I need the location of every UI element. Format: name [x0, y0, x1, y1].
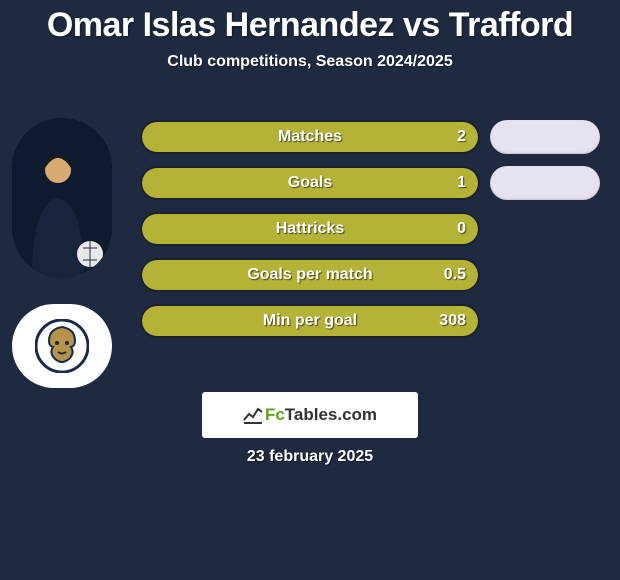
stat-value: 1 [457, 168, 466, 198]
stat-value: 0 [457, 214, 466, 244]
club-badge-svg [35, 319, 89, 373]
stat-value: 2 [457, 122, 466, 152]
player-avatar-svg [12, 118, 112, 278]
stat-row: Hattricks 0 [140, 212, 480, 246]
opponent-pill [490, 120, 600, 154]
stat-label: Goals [142, 168, 478, 198]
player-avatar [12, 118, 112, 278]
chart-icon [243, 406, 263, 424]
stat-row: Matches 2 [140, 120, 480, 154]
branding-box: FcTables.com [202, 392, 418, 438]
page-title: Omar Islas Hernandez vs Trafford [0, 0, 620, 45]
stat-label: Goals per match [142, 260, 478, 290]
branding-text: FcTables.com [265, 405, 377, 425]
club-badge [12, 304, 112, 388]
page-subtitle: Club competitions, Season 2024/2025 [0, 53, 620, 71]
stat-label: Matches [142, 122, 478, 152]
opponent-pill-column [490, 120, 600, 350]
stat-label: Hattricks [142, 214, 478, 244]
stat-label: Min per goal [142, 306, 478, 336]
stat-row: Goals per match 0.5 [140, 258, 480, 292]
stat-row: Min per goal 308 [140, 304, 480, 338]
branding-prefix: Fc [265, 405, 285, 424]
avatar-column [12, 118, 112, 388]
date-label: 23 february 2025 [0, 448, 620, 466]
stat-value: 308 [439, 306, 466, 336]
opponent-pill [490, 166, 600, 200]
stat-value: 0.5 [444, 260, 466, 290]
stat-rows: Matches 2 Goals 1 Hattricks 0 Goals per … [140, 120, 480, 350]
branding-suffix: .com [337, 405, 377, 424]
branding-main: Tables [285, 405, 338, 424]
stat-row: Goals 1 [140, 166, 480, 200]
